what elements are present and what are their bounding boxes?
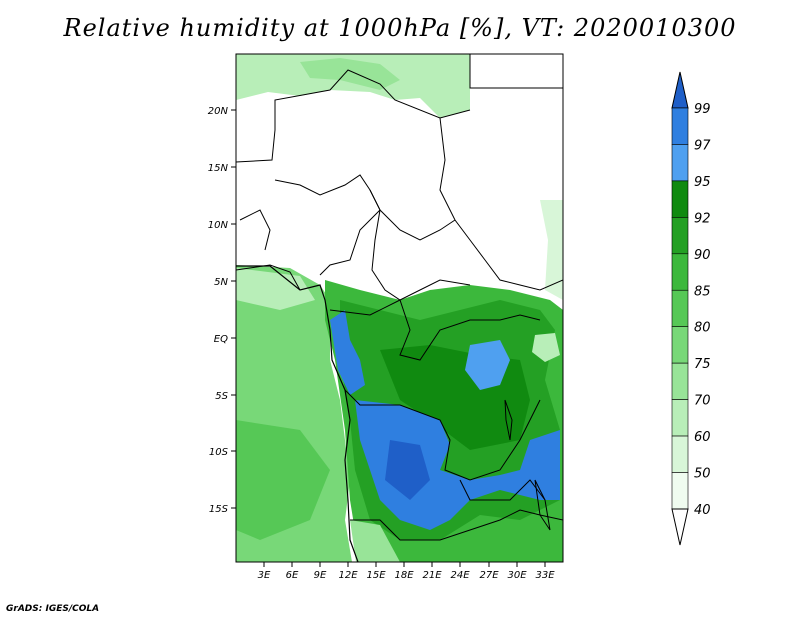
colorbar-label: 97 xyxy=(694,138,711,153)
lat-tick-label: 5S xyxy=(215,391,228,402)
colorbar-label: 80 xyxy=(694,321,711,336)
colorbar-label: 95 xyxy=(694,175,711,190)
lake-tanganyika xyxy=(504,399,513,441)
lon-tick-label: 30E xyxy=(507,570,527,581)
colorbar-cell xyxy=(671,180,689,218)
lon-tick-label: 21E xyxy=(422,570,442,581)
lon-tick-label: 6E xyxy=(286,570,299,581)
colorbar-label: 92 xyxy=(694,211,711,226)
colorbar-cell xyxy=(671,435,689,473)
map-panel xyxy=(236,54,563,562)
colorbar-cell xyxy=(671,107,689,145)
lat-tick-label: 5N xyxy=(214,277,228,288)
map-frame xyxy=(235,53,564,563)
grads-credit: GrADS: IGES/COLA xyxy=(6,604,100,614)
country-borders xyxy=(236,54,563,541)
lon-tick-label: 9E xyxy=(314,570,327,581)
lake-malawi xyxy=(534,479,551,531)
colorbar-label: 50 xyxy=(694,467,711,482)
colorbar-cell xyxy=(671,399,689,437)
colorbar-cell xyxy=(671,362,689,400)
colorbar-top-arrow xyxy=(671,71,689,109)
colorbar-label: 90 xyxy=(694,248,711,263)
lon-axis: 3E 6E 9E 12E 15E 18E 21E 24E 27E 30E 33E xyxy=(258,562,555,581)
lon-tick-label: 24E xyxy=(450,570,470,581)
lat-tick-label: 15S xyxy=(209,504,229,515)
lat-tick-label: 15N xyxy=(208,163,229,174)
colorbar-label: 70 xyxy=(694,394,711,409)
humidity-field-south-pale xyxy=(350,520,400,562)
humidity-field-gabon-high xyxy=(330,310,365,395)
colorbar-cell xyxy=(671,472,689,510)
colorbar-cell xyxy=(671,326,689,364)
lat-tick-label: 10N xyxy=(208,220,229,231)
colorbar-cell xyxy=(671,217,689,255)
colorbar-label: 99 xyxy=(694,102,711,117)
colorbar-cell xyxy=(671,289,689,328)
lat-tick-label: EQ xyxy=(214,334,228,345)
lat-tick-label: 10S xyxy=(209,447,229,458)
lat-tick-label: 20N xyxy=(208,106,229,117)
colorbar-cell xyxy=(671,253,689,291)
humidity-field-east-congo-high xyxy=(465,340,510,390)
colorbar-label: 60 xyxy=(694,430,711,445)
lon-tick-label: 15E xyxy=(366,570,386,581)
lon-tick-label: 3E xyxy=(258,570,271,581)
colorbar-labels: 99 97 95 92 90 85 80 75 70 60 50 40 xyxy=(694,102,711,518)
colorbar-cells xyxy=(671,107,689,510)
colorbar-label: 85 xyxy=(694,284,711,299)
lon-tick-label: 12E xyxy=(338,570,358,581)
colorbar-label: 40 xyxy=(694,503,711,518)
colorbar-label: 75 xyxy=(694,357,711,372)
humidity-field-north xyxy=(236,54,470,118)
lat-axis: 20N 15N 10N 5N EQ 5S 10S 15S xyxy=(208,106,236,515)
colorbar: 99 97 95 92 90 85 80 75 70 60 50 40 xyxy=(671,71,711,546)
humidity-field-lake-victoria xyxy=(532,333,560,362)
humidity-field-angola-high xyxy=(355,400,560,530)
colorbar-cell xyxy=(671,144,689,182)
page-title: Relative humidity at 1000hPa [%], VT: 20… xyxy=(63,14,737,42)
humidity-field-ocean-south xyxy=(236,420,330,540)
humidity-field-east-edge xyxy=(540,200,563,300)
colorbar-bottom-arrow xyxy=(671,508,689,546)
coastline xyxy=(236,265,359,562)
humidity-field-coast-north xyxy=(236,268,315,310)
lon-tick-label: 18E xyxy=(394,570,414,581)
lon-tick-label: 33E xyxy=(535,570,555,581)
lon-tick-label: 27E xyxy=(479,570,499,581)
humidity-field-peak xyxy=(385,440,430,500)
